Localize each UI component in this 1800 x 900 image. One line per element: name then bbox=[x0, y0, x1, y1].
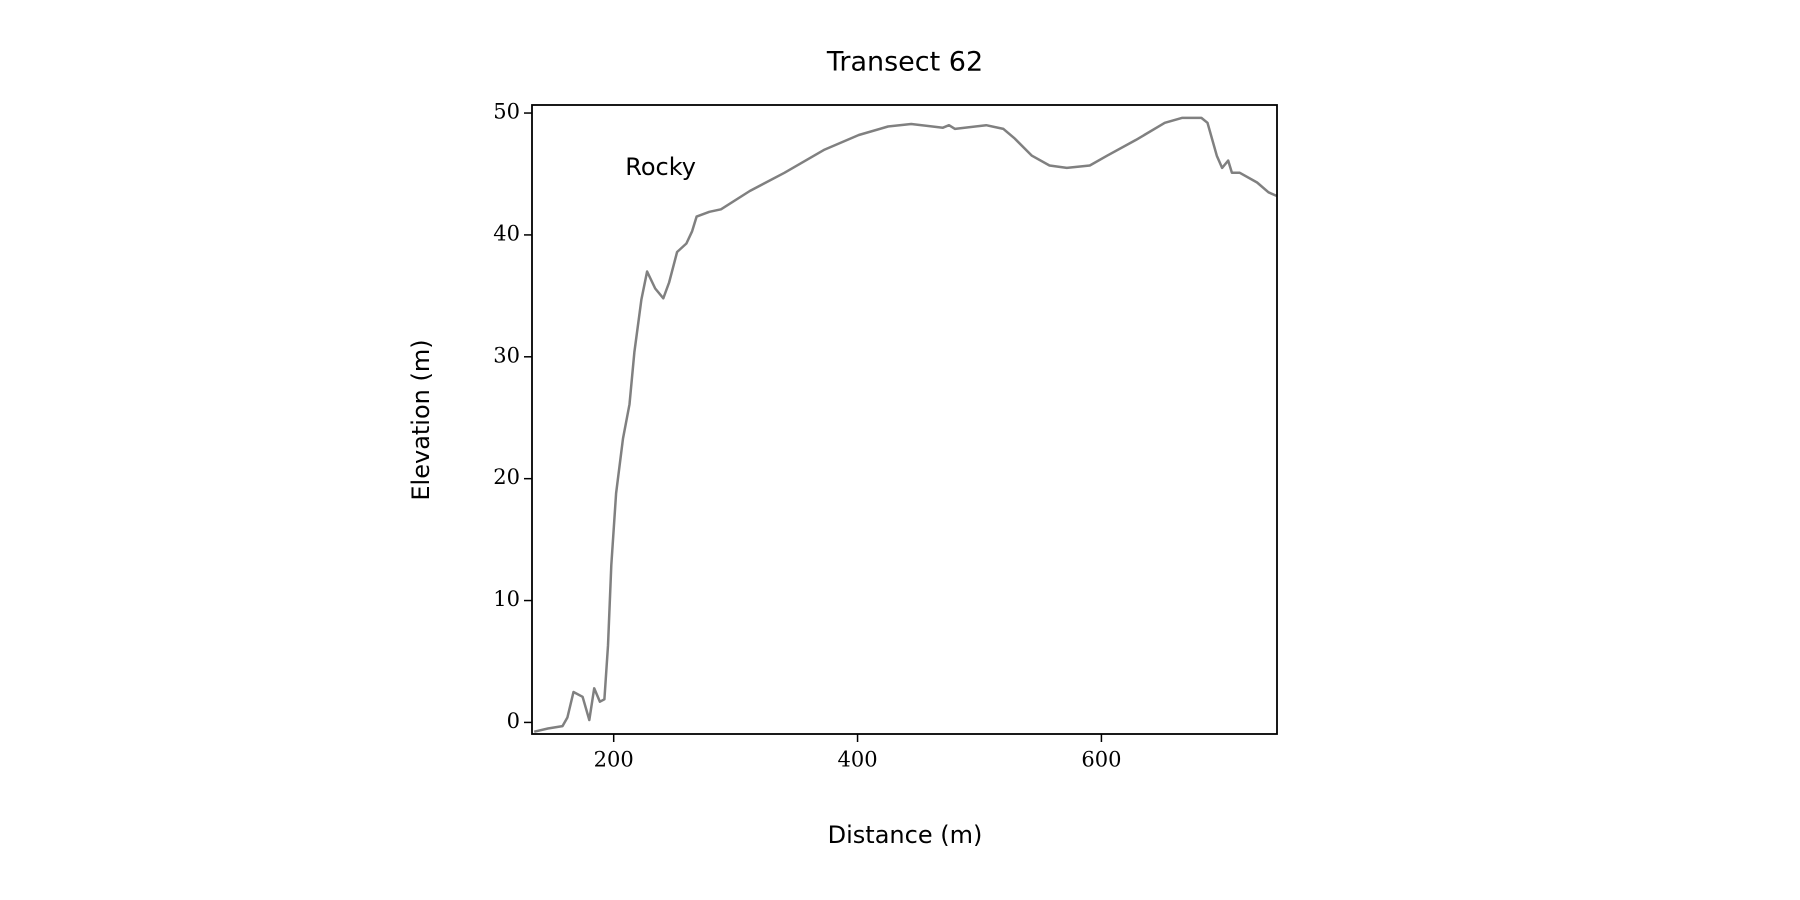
y-tick-label: 30 bbox=[493, 343, 520, 367]
chart-title: Transect 62 bbox=[826, 47, 983, 78]
line bbox=[533, 116, 1278, 733]
y-tick-label: 40 bbox=[493, 221, 520, 245]
plot-frame bbox=[531, 104, 1278, 735]
annotation: Rocky bbox=[625, 153, 696, 181]
y-tick-label: 20 bbox=[493, 465, 520, 489]
x-tick-label: 200 bbox=[594, 748, 634, 772]
x-axis-label: Distance (m) bbox=[828, 821, 983, 849]
y-tick-label: 10 bbox=[493, 587, 520, 611]
x-tick-label: 600 bbox=[1081, 748, 1121, 772]
y-tick-label: 0 bbox=[507, 709, 520, 733]
x-tick-label: 400 bbox=[838, 748, 878, 772]
y-tick-label: 50 bbox=[493, 100, 520, 124]
y-axis-label: Elevation (m) bbox=[407, 339, 435, 500]
